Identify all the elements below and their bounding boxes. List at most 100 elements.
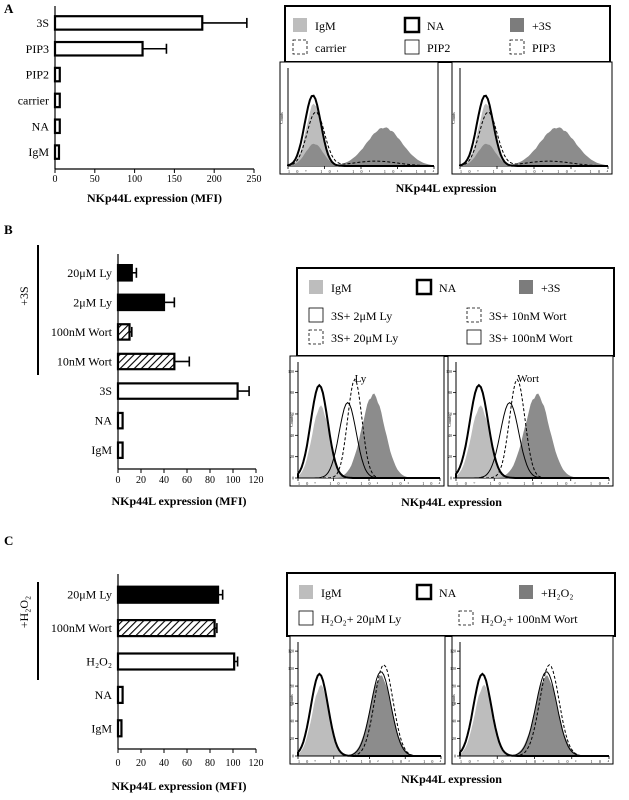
- legend-label: IgM: [321, 586, 342, 600]
- histogram-y-tick-label: 100: [288, 666, 294, 671]
- category-label: 100nM Wort: [51, 621, 113, 635]
- legend-swatch-thick: [403, 16, 421, 34]
- bar-chart: 20μM Ly 100nM Wort H₂O₂ NA IgM 0 20 40 60 80 100 12…: [17, 574, 264, 793]
- legend-label: +H₂O₂: [541, 586, 573, 600]
- legend-swatch-dark: [510, 18, 524, 32]
- legend-swatch-dashed: [466, 307, 482, 323]
- histogram-y-tick-label: 40: [290, 433, 294, 438]
- bar: [116, 585, 220, 604]
- histogram-y-tick-label: 60: [290, 411, 294, 416]
- histogram-plot: 10⁰ 10¹ 10² 10³ 10⁴ Counts: [451, 61, 613, 175]
- x-tick-label: 120: [249, 758, 264, 769]
- category-label: IgM: [91, 721, 112, 735]
- bar: [116, 685, 124, 705]
- legend-label: 3S+ 10nM Wort: [489, 309, 567, 323]
- histogram-curve: [298, 401, 440, 479]
- x-tick-label: 20: [136, 758, 146, 769]
- legend: IgM NA +3S 3S+ 2μM Ly 3S+ 10nM Wort 3S+ 20μM …: [296, 267, 615, 357]
- legend-label: IgM: [315, 19, 336, 33]
- legend-swatch-solid: [404, 39, 420, 55]
- histogram-curve: [287, 111, 435, 167]
- legend-label: NA: [439, 281, 457, 295]
- legend-label: 3S+ 100nM Wort: [489, 331, 573, 345]
- histogram-y-label: Counts: [451, 112, 456, 124]
- category-label: carrier: [18, 93, 49, 107]
- histogram-y-tick-label: 40: [290, 719, 294, 724]
- histogram-y-tick-label: 100: [446, 369, 452, 374]
- panel-letter: C: [4, 533, 13, 548]
- histogram-x-tick-labels: 10⁰ 10¹ 10² 10³ 10⁴: [298, 481, 441, 486]
- histogram-curve: [459, 94, 608, 167]
- histogram-x-tick-labels: 10⁰ 10¹ 10² 10³ 10⁴: [288, 169, 435, 174]
- bar: [53, 92, 61, 109]
- histogram-y-tick-label: 80: [290, 684, 294, 689]
- histogram-y-label: Counts: [289, 415, 294, 427]
- x-axis-title: NKp44L expression (MFI): [111, 779, 246, 793]
- category-label: 20μM Ly: [67, 588, 112, 602]
- x-tick-label: 150: [167, 174, 182, 185]
- legend-label: +3S: [541, 281, 560, 295]
- x-tick-label: 0: [53, 174, 58, 185]
- x-tick-label: 100: [226, 475, 241, 486]
- legend-label: H₂O₂+ 100nM Wort: [481, 612, 578, 626]
- histogram-y-tick-label: 20: [290, 736, 294, 741]
- legend-swatch-light: [309, 280, 323, 294]
- legend-label: carrier: [315, 41, 346, 55]
- histogram-x-axis-title: NKp44L expression: [396, 181, 497, 195]
- category-label: 2μM Ly: [73, 295, 112, 309]
- histogram-y-tick-label: 40: [452, 719, 456, 724]
- x-axis-title: NKp44L expression (MFI): [111, 494, 246, 508]
- x-tick-label: 80: [205, 758, 215, 769]
- legend-swatch-dark: [519, 585, 533, 599]
- histogram-y-label: Counts: [447, 415, 452, 427]
- histogram-x-tick-labels: 10⁰ 10¹ 10² 10³ 10⁴: [460, 169, 609, 174]
- category-label: 10nM Wort: [57, 355, 113, 369]
- x-tick-label: 120: [249, 475, 264, 486]
- bar: [116, 323, 131, 341]
- histogram-curve: [298, 393, 440, 478]
- legend-label: H₂O₂+ 20μM Ly: [321, 612, 401, 626]
- x-tick-label: 80: [205, 475, 215, 486]
- category-label: IgM: [91, 443, 112, 457]
- legend-swatch-solid: [298, 610, 314, 626]
- histogram-curve: [460, 127, 608, 166]
- legend-swatch-dashed: [509, 39, 525, 55]
- x-tick-label: 20: [136, 475, 146, 486]
- histogram-plot: 10⁰ 10¹ 10² 10³ 10⁴ 0 20 40 60 80 100 Counts Ly: [288, 355, 445, 487]
- histogram-curve: [287, 94, 434, 167]
- legend-frame: [286, 572, 616, 637]
- legend-label: IgM: [331, 281, 352, 295]
- legend-label: NA: [439, 586, 457, 600]
- legend-label: PIP3: [532, 41, 555, 55]
- category-label: H₂O₂: [86, 655, 112, 669]
- bar: [53, 15, 204, 31]
- histogram-curve: [456, 401, 609, 479]
- histogram-y-tick-label: 60: [448, 411, 452, 416]
- histogram-x-axis-title: NKp44L expression: [401, 772, 502, 786]
- category-label: NA: [95, 688, 113, 702]
- histogram-y-tick-label: 0: [454, 754, 456, 759]
- legend-swatch-light: [299, 585, 313, 599]
- histogram-y-tick-label: 80: [448, 390, 452, 395]
- panel-letter: A: [4, 1, 14, 16]
- x-tick-label: 250: [247, 174, 262, 185]
- x-axis-title: NKp44L expression (MFI): [87, 191, 222, 205]
- histogram-curve: [288, 127, 434, 166]
- histogram-x-tick-labels: 10⁰ 10¹ 10² 10³ 10⁴: [460, 759, 610, 764]
- bar: [116, 411, 124, 430]
- histogram-label: Ly: [355, 373, 367, 385]
- legend-frame: [284, 5, 611, 63]
- histogram-y-tick-label: 40: [448, 433, 452, 438]
- histogram-plot: 10⁰ 10¹ 10² 10³ 10⁴ 0 20 40 60 80 100 Counts Wor…: [446, 355, 614, 487]
- category-label: PIP2: [26, 68, 49, 82]
- histogram-plot: 10⁰ 10¹ 10² 10³ 10⁴ Counts: [279, 61, 439, 175]
- histogram-y-label: Counts: [451, 694, 456, 706]
- histogram-curve: [298, 675, 441, 756]
- legend-label: NA: [427, 19, 445, 33]
- histogram-y-tick-label: 20: [448, 454, 452, 459]
- bar-chart: 20μM Ly 2μM Ly 100nM Wort 10nM Wort 3S NA IgM 0…: [17, 245, 264, 508]
- histogram-y-tick-label: 100: [450, 666, 456, 671]
- legend-swatch-dashed: [308, 329, 324, 345]
